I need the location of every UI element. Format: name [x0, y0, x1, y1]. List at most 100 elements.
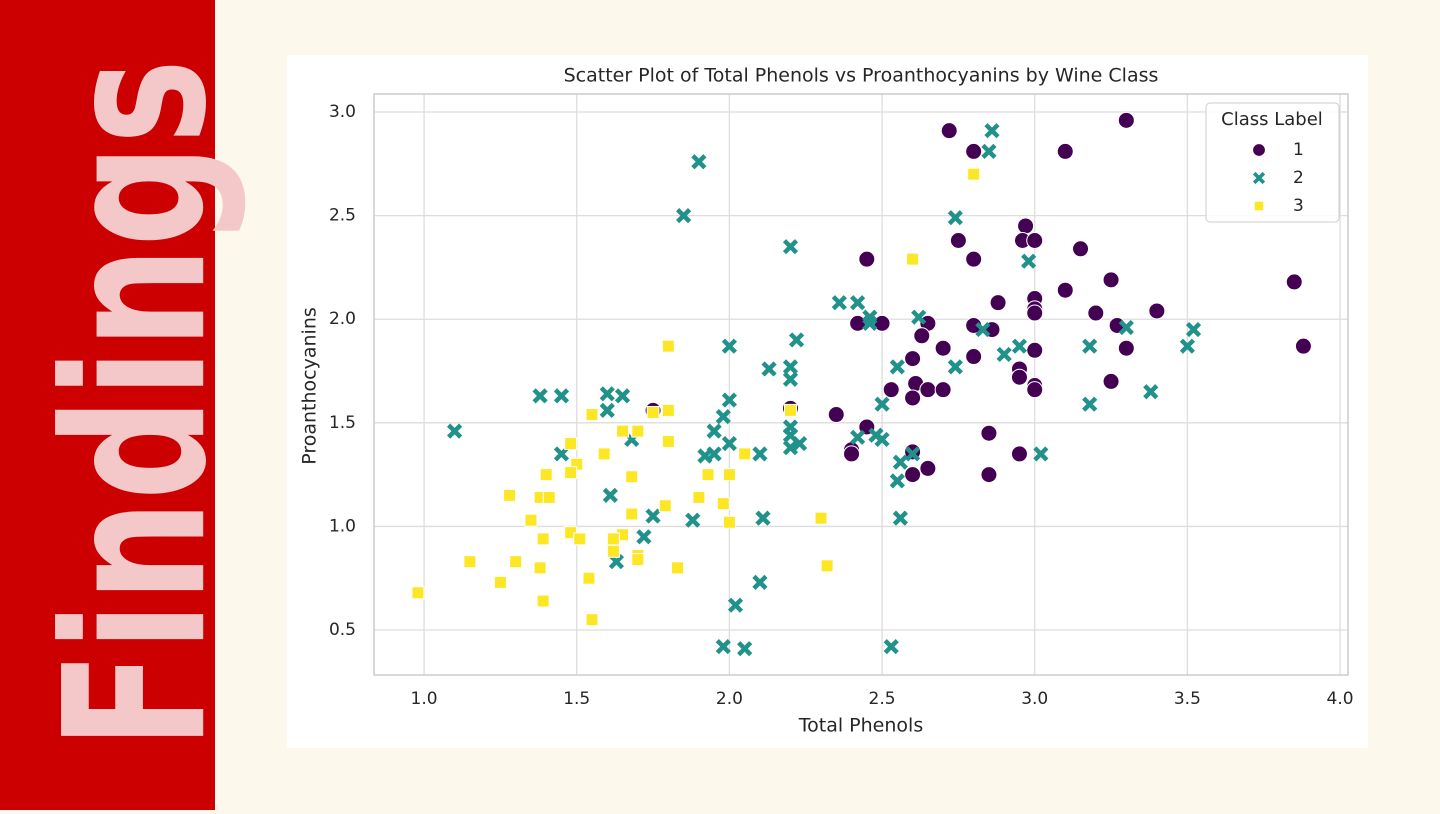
point	[1033, 446, 1049, 462]
point	[792, 435, 808, 452]
legend-title: Class Label	[1221, 109, 1323, 130]
point	[582, 571, 596, 585]
legend: Class Label 1 2 3	[1205, 102, 1340, 223]
point	[706, 423, 722, 439]
point	[737, 641, 753, 657]
point	[913, 327, 931, 345]
point	[1010, 368, 1028, 386]
legend-marker	[1252, 171, 1266, 185]
point	[564, 466, 578, 480]
point	[889, 473, 905, 489]
point	[981, 143, 997, 159]
y-tick-label: 2.0	[329, 309, 356, 329]
point	[965, 250, 983, 268]
y-tick-label: 2.5	[329, 206, 356, 226]
point	[532, 388, 548, 404]
point	[727, 597, 744, 613]
point	[691, 154, 707, 170]
point	[721, 392, 737, 408]
point	[685, 512, 701, 528]
point	[631, 424, 645, 438]
legend-box	[1205, 102, 1340, 223]
point	[1010, 445, 1028, 463]
point	[536, 532, 550, 546]
point	[721, 435, 737, 452]
point	[1056, 142, 1074, 160]
point	[670, 561, 684, 575]
point	[873, 314, 891, 332]
point	[411, 586, 425, 600]
y-tick-label: 1.0	[329, 516, 356, 536]
point	[782, 359, 799, 375]
point	[904, 350, 922, 368]
point	[850, 295, 866, 311]
point	[585, 408, 599, 422]
legend-marker	[1252, 143, 1266, 157]
point	[1185, 322, 1202, 338]
y-tick-label: 1.5	[329, 413, 356, 433]
point	[524, 513, 538, 527]
point	[788, 332, 805, 348]
point	[503, 488, 517, 502]
point	[553, 388, 570, 404]
x-tick-label: 2.5	[869, 689, 896, 709]
point	[614, 388, 631, 404]
point	[1021, 253, 1037, 269]
point	[919, 381, 937, 399]
point	[715, 409, 731, 425]
point	[1082, 338, 1098, 354]
point	[599, 386, 615, 402]
point	[782, 239, 799, 255]
point	[989, 294, 1007, 312]
point	[1117, 339, 1135, 357]
point	[858, 250, 876, 268]
point	[1017, 217, 1035, 235]
point	[463, 555, 477, 569]
point	[1082, 396, 1098, 412]
point	[947, 210, 963, 226]
point	[1294, 337, 1312, 355]
x-tick-label: 4.0	[1327, 689, 1354, 709]
point	[715, 639, 731, 655]
sidebar-title: Findings	[22, 59, 249, 749]
point	[661, 403, 675, 417]
point	[831, 295, 847, 311]
point	[911, 309, 927, 325]
point	[646, 405, 660, 419]
point	[1026, 381, 1044, 399]
point	[965, 142, 983, 160]
point	[676, 208, 692, 224]
point	[721, 338, 737, 354]
point	[533, 561, 547, 575]
point	[752, 574, 768, 590]
x-tick-label: 1.0	[411, 689, 438, 709]
point	[447, 423, 463, 439]
point	[1011, 338, 1028, 354]
point	[573, 532, 587, 546]
point	[597, 447, 611, 461]
point	[761, 361, 777, 377]
point	[564, 437, 578, 451]
point	[645, 508, 661, 524]
point	[883, 639, 899, 655]
point	[658, 499, 672, 513]
point	[661, 434, 675, 448]
point	[889, 359, 905, 375]
point	[904, 389, 922, 407]
point	[738, 447, 752, 461]
point	[706, 446, 722, 462]
legend-label: 1	[1293, 140, 1304, 160]
point	[919, 459, 937, 477]
point	[947, 359, 963, 375]
chart-title: Scatter Plot of Total Phenols vs Proanth…	[564, 65, 1159, 87]
point	[862, 315, 878, 331]
point	[892, 510, 908, 526]
point	[542, 490, 556, 504]
point	[606, 544, 620, 558]
point	[616, 424, 630, 438]
legend-label: 2	[1293, 168, 1304, 188]
point	[1026, 231, 1044, 249]
y-axis-label: Proanthocyanins	[299, 307, 321, 465]
